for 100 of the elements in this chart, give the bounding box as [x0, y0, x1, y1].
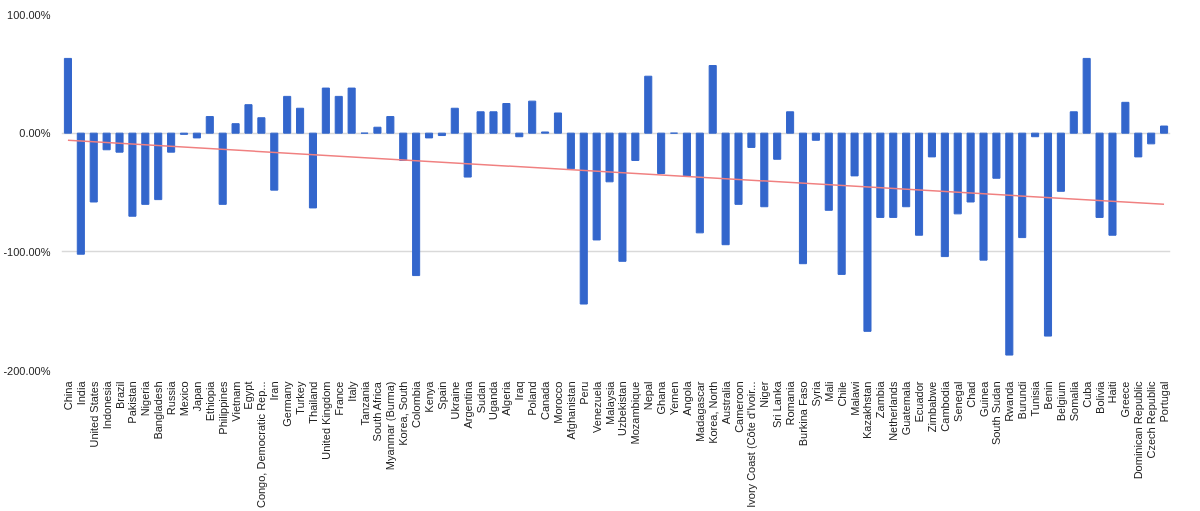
bar [914, 132, 924, 236]
bar [386, 116, 395, 134]
x-tick-label: Guinea [977, 380, 990, 417]
x-tick-label: Zimbabwe [925, 381, 938, 433]
x-tick-label: Indonesia [100, 380, 113, 430]
bar [940, 132, 949, 258]
x-tick-label: Somalia [1067, 380, 1080, 422]
bar [992, 132, 1001, 179]
bar [1082, 57, 1091, 134]
x-tick-label: Egypt [242, 381, 255, 410]
x-tick-label: Dominican Republic [1132, 381, 1145, 480]
bar [218, 132, 227, 205]
bar [1095, 132, 1104, 218]
x-tick-label: Nigeria [139, 380, 152, 417]
bar [631, 132, 640, 161]
bar [1043, 132, 1053, 337]
bar [553, 112, 563, 134]
bar [283, 95, 292, 134]
bar [1056, 132, 1065, 192]
x-tick-label: Japan [190, 381, 203, 412]
x-tick-label: Italy [345, 381, 358, 402]
x-tick-label: Burundi [1016, 381, 1029, 420]
bar [837, 132, 846, 275]
bar [1108, 132, 1117, 236]
x-tick-label: Turkey [294, 381, 307, 415]
x-tick-label: Nepal [642, 381, 655, 411]
bar [734, 132, 743, 205]
bar [927, 132, 936, 158]
x-tick-label: Poland [526, 381, 539, 416]
x-tick-label: Ethiopia [203, 380, 216, 422]
x-tick-label: Argentina [461, 380, 474, 429]
x-tick-label: Angola [680, 380, 693, 416]
x-tick-label: Myanmar (Burma) [384, 381, 397, 471]
bar [424, 132, 434, 139]
x-tick-label: Korea, South [397, 381, 410, 446]
x-tick-label: Ivory Coast (Côte d'Ivoir... [745, 381, 758, 508]
bar [244, 104, 253, 134]
x-tick-label: Vietnam [229, 381, 242, 422]
x-tick-label: Uzbekistan [616, 381, 629, 436]
x-tick-label: Canada [539, 380, 552, 421]
bar [192, 132, 201, 139]
bar [876, 132, 885, 218]
x-tick-label: Niger [758, 381, 771, 408]
bar [347, 87, 356, 134]
bar [863, 132, 872, 332]
bar [154, 132, 163, 201]
bar [115, 132, 124, 153]
bar [592, 132, 601, 241]
x-tick-label: Venezuela [590, 380, 603, 433]
bar [502, 103, 511, 134]
x-tick-label: Czech Republic [1145, 381, 1158, 459]
bar [63, 57, 72, 134]
bar [1147, 132, 1156, 145]
x-tick-label: Australia [719, 380, 732, 425]
x-tick-label: Morocco [551, 381, 564, 424]
x-tick-label: South Africa [371, 381, 384, 442]
x-tick-label: United States [87, 381, 100, 448]
bar [463, 132, 472, 178]
x-tick-label: Belgium [1054, 381, 1067, 422]
x-tick-label: Syria [809, 380, 822, 407]
bar [296, 107, 305, 134]
bar [257, 117, 266, 134]
x-tick-label: Tunisia [1029, 380, 1042, 417]
x-tick-label: Sri Lanka [771, 380, 784, 428]
x-tick-label: Haiti [1106, 381, 1119, 404]
x-tick-label: Madagascar [693, 381, 706, 443]
bar [902, 132, 911, 208]
bar [811, 132, 820, 141]
x-tick-label: Mali [822, 381, 835, 402]
bar [476, 111, 485, 134]
bar [579, 132, 588, 305]
x-tick-label: Pakistan [126, 381, 139, 424]
x-tick-label: Cuba [1080, 380, 1093, 408]
x-tick-label: China [61, 380, 74, 411]
x-tick-label: Algeria [500, 380, 513, 416]
bar [644, 75, 653, 134]
bar [682, 132, 691, 177]
x-tick-label: Thailand [306, 381, 319, 424]
x-tick-label: Congo, Democratic Rep... [255, 381, 268, 509]
bar [889, 132, 898, 218]
bar [128, 132, 137, 217]
bar [399, 132, 408, 161]
x-tick-label: Ukraine [448, 381, 461, 420]
x-tick-label: Peru [577, 381, 590, 405]
y-tick-label: -200.00% [3, 364, 51, 377]
x-tick-label: South Sudan [990, 381, 1003, 446]
bar [773, 132, 782, 160]
bar [450, 107, 459, 134]
y-tick-label: 0.00% [19, 127, 51, 140]
bar [966, 132, 975, 203]
bar [747, 132, 756, 148]
bar [489, 111, 498, 134]
x-tick-label: Germany [281, 381, 294, 427]
bar [695, 132, 704, 234]
bar [231, 123, 240, 134]
x-tick-label: Bolivia [1093, 380, 1106, 414]
bar [953, 132, 962, 215]
x-tick-label: Greece [1119, 381, 1132, 418]
x-tick-label: Netherlands [887, 381, 900, 441]
x-tick-label: Malaysia [603, 380, 616, 425]
